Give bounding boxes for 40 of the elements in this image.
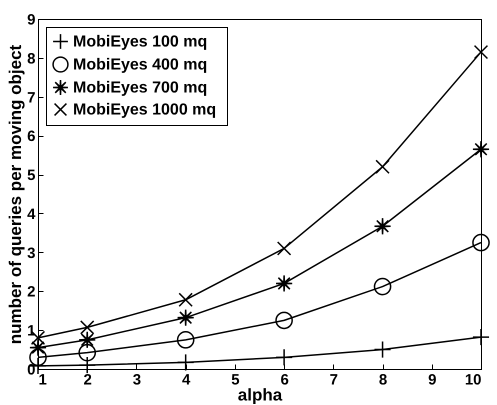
point [374, 217, 392, 236]
y-tick-label: 4 [27, 206, 36, 223]
y-axis-title: number of queries per moving object [6, 44, 26, 344]
y-tick-label: 6 [27, 128, 36, 146]
x-axis-title: alpha [238, 386, 283, 404]
x-tick-label: 6 [280, 372, 289, 388]
point [176, 308, 194, 326]
x-tick-label: 1 [38, 372, 47, 388]
point [176, 331, 194, 349]
point [474, 44, 488, 60]
point [178, 292, 193, 307]
y-tick-label: 3 [27, 244, 36, 262]
point [472, 140, 490, 158]
x-tick-label: 4 [182, 372, 191, 388]
point [29, 338, 47, 356]
point [80, 320, 94, 335]
point [276, 241, 292, 256]
x-tick-label: 9 [428, 372, 436, 388]
y-tick-label: 8 [27, 50, 36, 68]
x-tick-label: 2 [84, 372, 92, 388]
x-tick-label: 3 [132, 372, 142, 388]
legend-label: MobiEyes 1000 mq [73, 102, 216, 118]
point [374, 278, 392, 296]
x-tick-label: 7 [330, 372, 338, 388]
x-tick-label: 10 [464, 372, 482, 388]
point [78, 344, 96, 362]
legend-label: MobiEyes 100 mq [73, 34, 208, 50]
point [78, 331, 96, 349]
y-tick-label: 9 [27, 12, 36, 28]
x-tick-label: 5 [231, 372, 240, 388]
point [275, 274, 293, 292]
legend-label: MobiEyes 700 mq [73, 80, 208, 96]
point [472, 234, 490, 252]
x-tick-label: 8 [378, 372, 388, 388]
y-tick-label: 2 [27, 284, 36, 301]
point [375, 160, 390, 174]
legend-label: MobiEyes 400 mq [73, 56, 208, 74]
y-tick-label: 7 [27, 89, 36, 106]
y-tick-label: 5 [27, 167, 36, 184]
point [275, 312, 293, 330]
